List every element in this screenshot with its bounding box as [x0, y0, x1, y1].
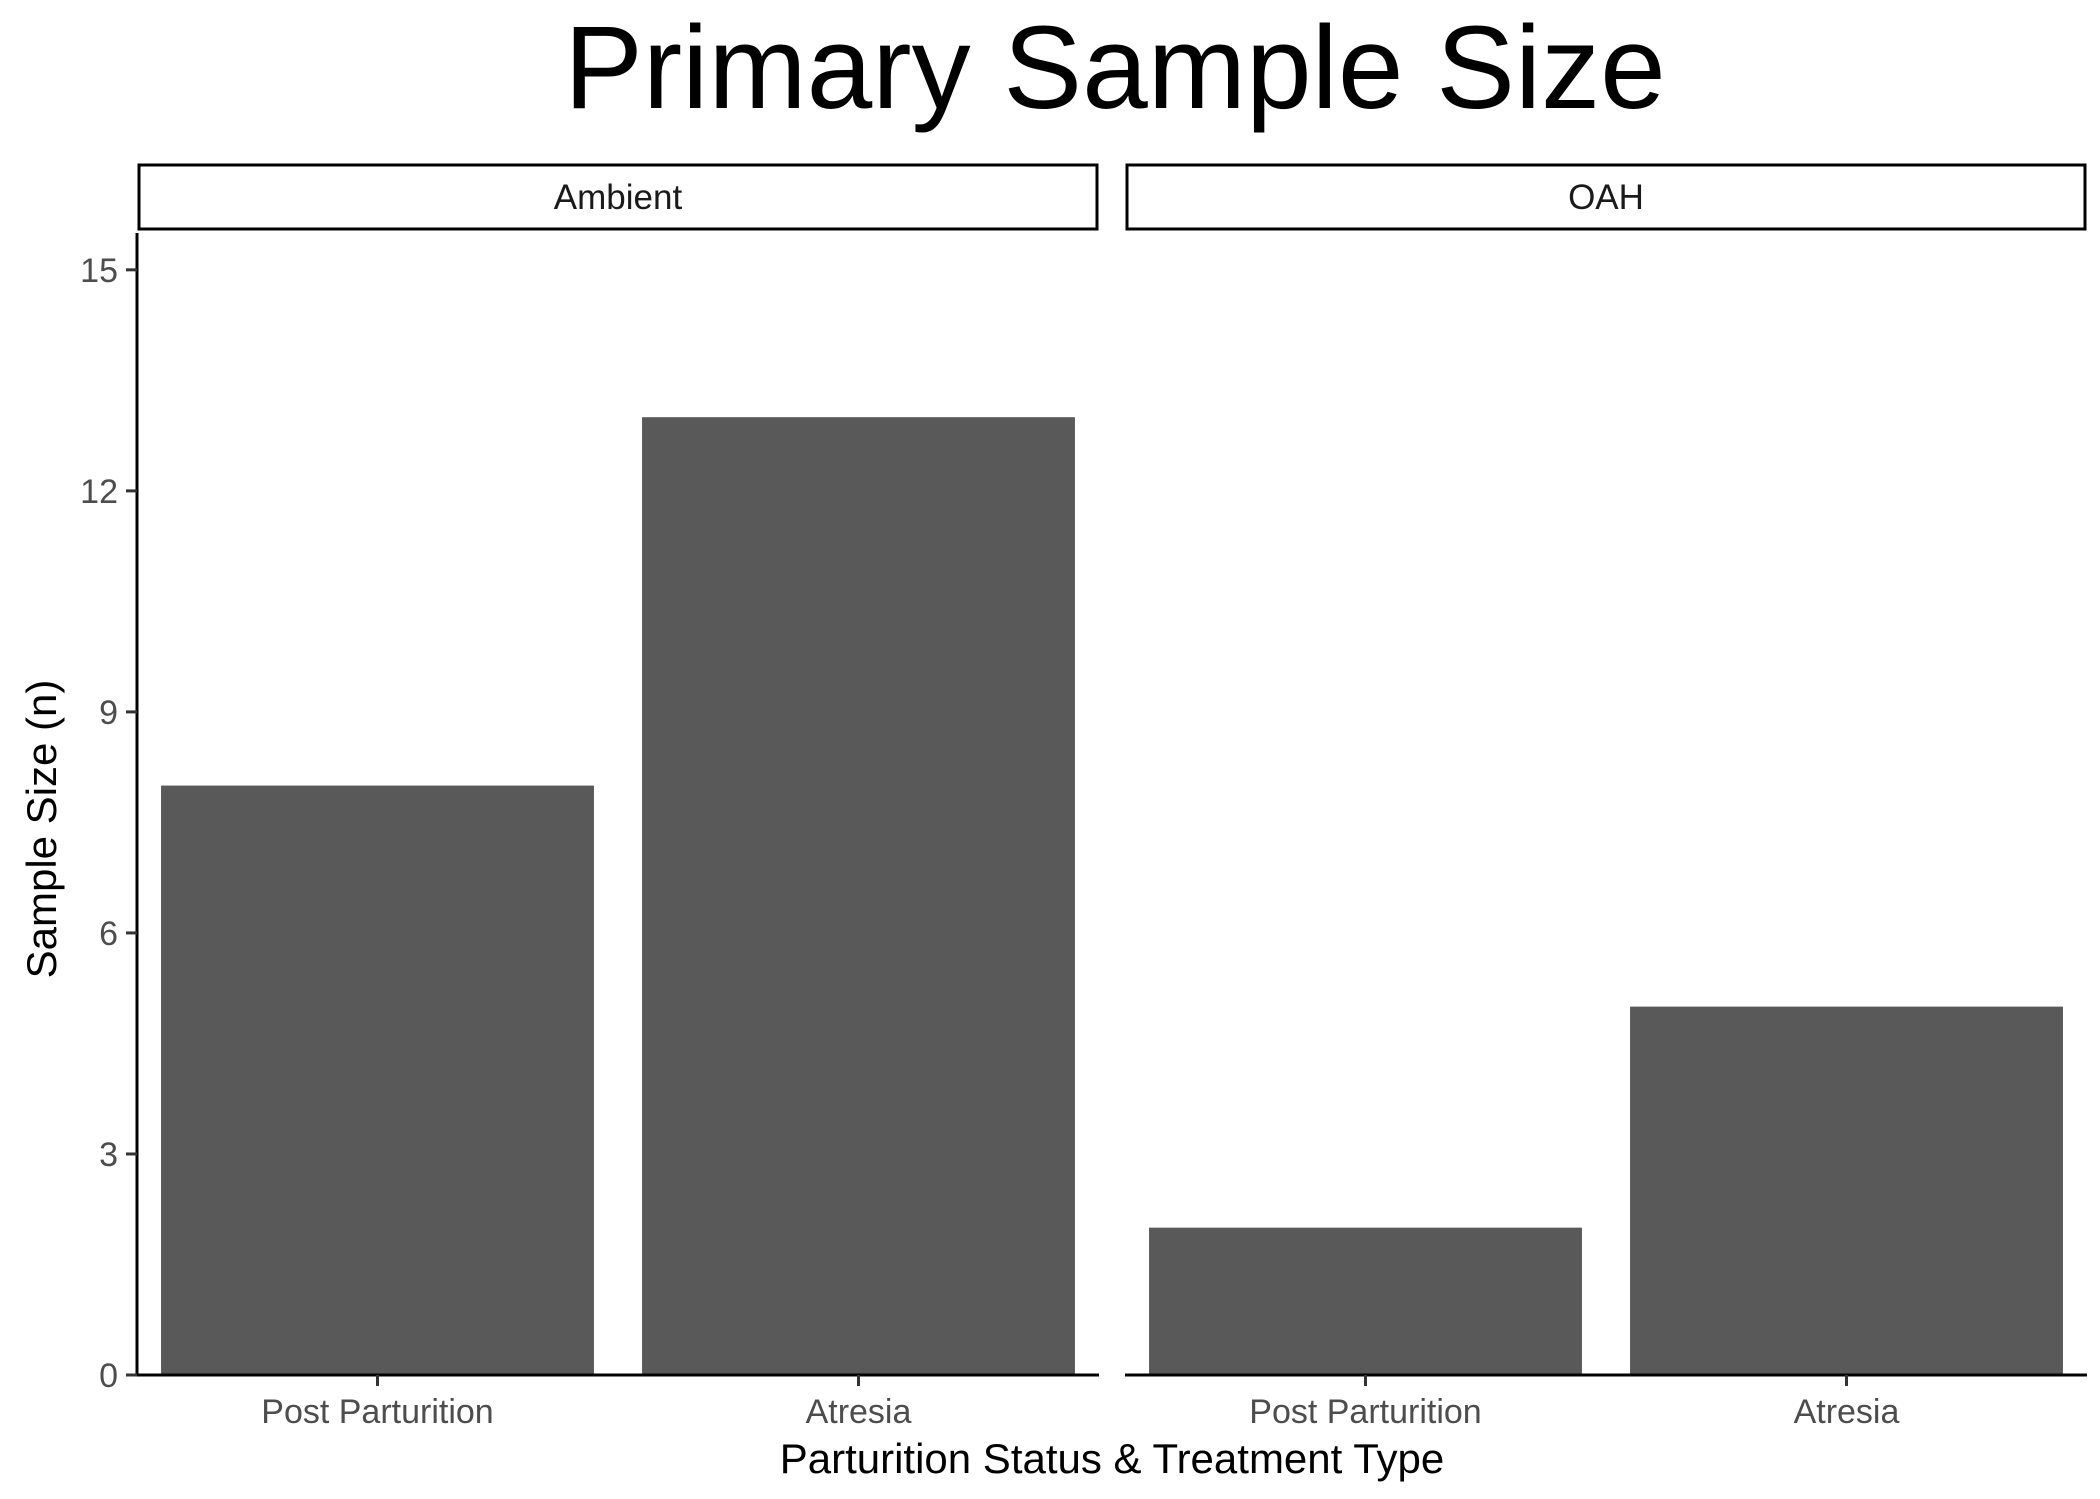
bar-ambient-post-parturition: [161, 785, 594, 1375]
y-tick-label-3: 3: [99, 1136, 118, 1174]
y-tick-label-15: 15: [80, 252, 118, 290]
y-axis-title: Sample Size (n): [18, 680, 65, 979]
y-tick-label-9: 9: [99, 694, 118, 732]
x-tick-label-ambient-atresia: Atresia: [806, 1393, 912, 1431]
plot-area: 0 3 6 9 12 15 Ambient Post Parturition Atresia OA…: [80, 163, 2087, 1431]
y-tick-label-6: 6: [99, 915, 118, 953]
chart-title: Primary Sample Size: [564, 2, 1666, 134]
facet-strip-oah: [1125, 163, 2087, 231]
x-tick-label-oah-post-parturition: Post Parturition: [1249, 1393, 1481, 1431]
bar-oah-post-parturition: [1149, 1227, 1582, 1375]
facet-label-ambient: Ambient: [554, 178, 683, 217]
y-tick-label-12: 12: [80, 473, 118, 511]
bar-ambient-atresia: [642, 417, 1075, 1375]
x-tick-label-oah-atresia: Atresia: [1794, 1393, 1900, 1431]
x-axis-title: Parturition Status & Treatment Type: [780, 1435, 1445, 1482]
bar-oah-atresia: [1630, 1006, 2063, 1375]
facet-strip-ambient: [137, 163, 1099, 231]
facet-label-oah: OAH: [1568, 178, 1644, 217]
y-tick-label-0: 0: [99, 1357, 118, 1395]
x-tick-label-ambient-post-parturition: Post Parturition: [261, 1393, 493, 1431]
